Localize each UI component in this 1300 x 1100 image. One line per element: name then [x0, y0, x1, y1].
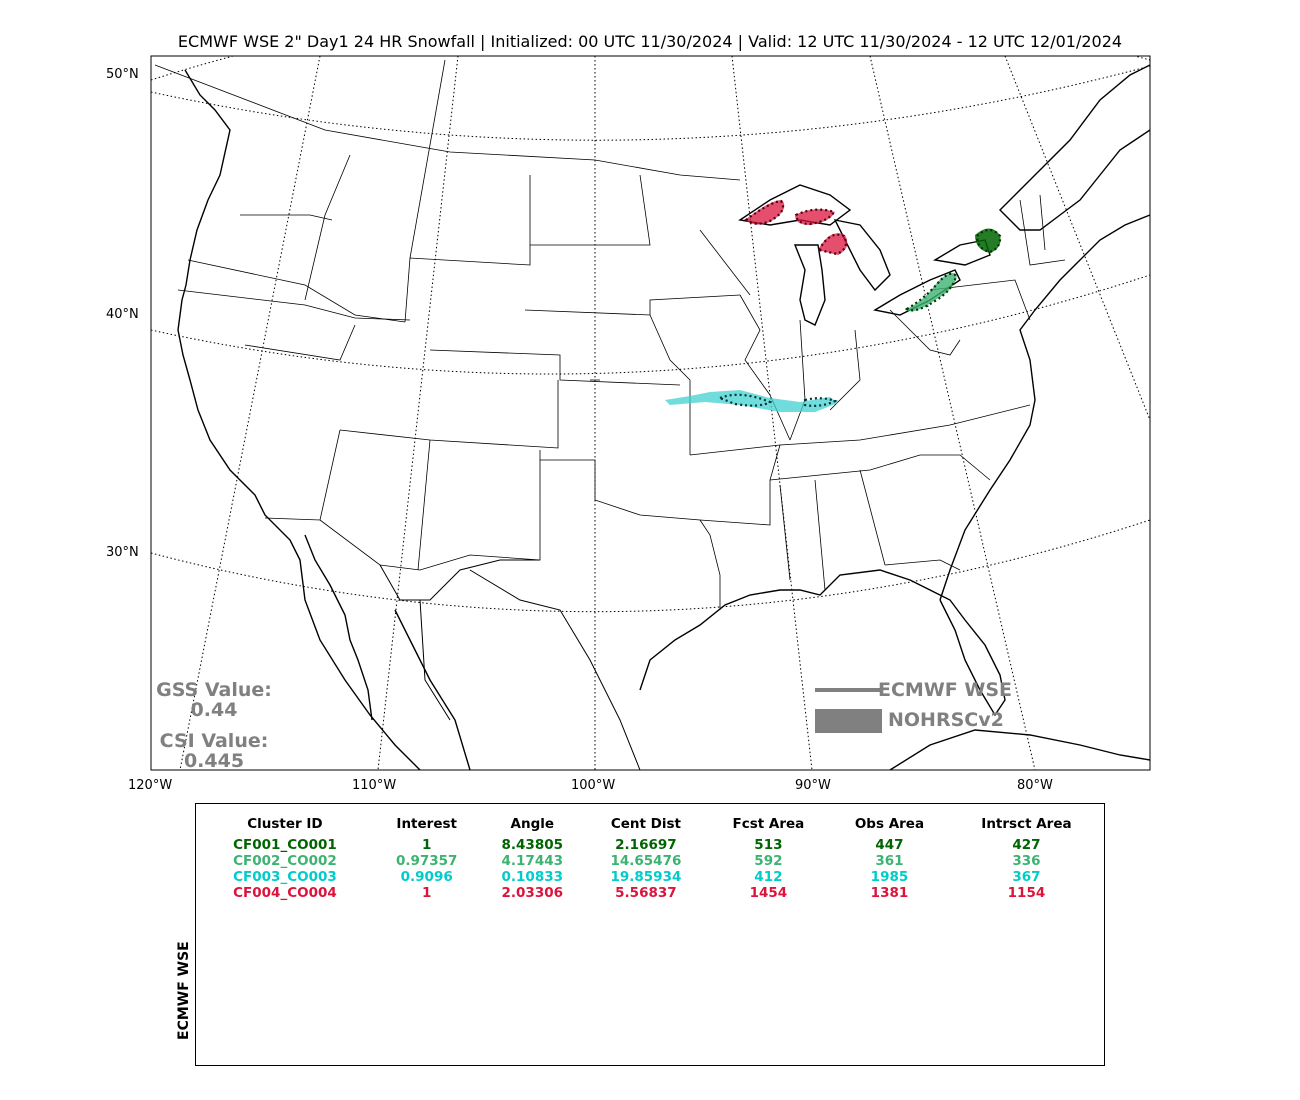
header-obs-area: Obs Area [854, 816, 925, 832]
header-intrsct-area: Intrsct Area [981, 816, 1072, 832]
cell-fcst-area: 592 [754, 853, 783, 869]
gss-value: 0.44 [190, 699, 238, 721]
cell-fcst-area: 412 [754, 869, 783, 885]
cell-intrsct-area: 427 [1012, 837, 1041, 853]
map-frame [150, 55, 1151, 771]
cell-cent-dist: 5.56837 [615, 885, 677, 901]
cell-cluster-id: CF003_CO003 [233, 869, 337, 885]
table-row: CF003_CO003 0.9096 0.10833 19.85934 412 … [196, 869, 1104, 885]
legend-forecast-label: ECMWF WSE [878, 679, 1013, 701]
cell-cluster-id: CF002_CO002 [233, 853, 337, 869]
stats-table-box: Cluster ID Interest Angle Cent Dist Fcst… [195, 803, 1105, 1066]
cell-intrsct-area: 367 [1012, 869, 1041, 885]
legend-observed-label: NOHRSCv2 [888, 709, 1004, 731]
lon-label-120: 120°W [128, 778, 173, 793]
cell-intrsct-area: 1154 [1007, 885, 1046, 901]
observed-cluster-cf004c [818, 233, 848, 255]
observed-objects [665, 200, 1001, 412]
lat-label-30: 30°N [106, 545, 139, 560]
graticule [151, 56, 1150, 770]
cell-cent-dist: 19.85934 [610, 869, 682, 885]
coastlines [177, 64, 1150, 770]
observed-cluster-cf001 [975, 228, 1001, 253]
observed-cluster-cf002 [905, 272, 957, 312]
csi-label: CSI Value: [159, 730, 269, 752]
csi-value: 0.445 [183, 750, 245, 772]
lon-label-100: 100°W [571, 778, 616, 793]
cell-interest: 1 [421, 885, 432, 901]
cell-obs-area: 1985 [870, 869, 909, 885]
forecast-outlines [717, 199, 1002, 407]
table-side-label: ECMWF WSE [176, 941, 192, 1040]
great-lakes [738, 184, 991, 326]
state-borders [154, 59, 1066, 610]
stats-header-row: Cluster ID Interest Angle Cent Dist Fcst… [196, 816, 1104, 837]
cell-cluster-id: CF004_CO004 [233, 885, 337, 901]
observed-cluster-cf003 [665, 390, 838, 412]
country-borders [379, 559, 641, 770]
header-cluster-id: Cluster ID [247, 816, 323, 832]
cell-obs-area: 447 [875, 837, 904, 853]
table-row: CF004_CO004 1 2.03306 5.56837 1454 1381 … [196, 885, 1104, 901]
cell-cent-dist: 2.16697 [615, 837, 677, 853]
header-interest: Interest [396, 816, 457, 832]
cell-angle: 0.10833 [501, 869, 564, 885]
cell-interest: 0.9096 [400, 869, 453, 885]
lat-label-40: 40°N [106, 307, 139, 322]
map-title: ECMWF WSE 2" Day1 24 HR Snowfall | Initi… [177, 32, 1123, 51]
header-angle: Angle [510, 816, 555, 832]
lat-label-50: 50°N [106, 67, 139, 82]
header-fcst-area: Fcst Area [732, 816, 805, 832]
cell-obs-area: 361 [875, 853, 904, 869]
cell-interest: 0.97357 [395, 853, 458, 869]
cell-fcst-area: 1454 [749, 885, 788, 901]
cell-cluster-id: CF001_CO001 [233, 837, 337, 853]
cell-angle: 2.03306 [501, 885, 564, 901]
legend-observed-patch [815, 709, 882, 733]
table-row: CF002_CO002 0.97357 4.17443 14.65476 592… [196, 853, 1104, 869]
table-row: CF001_CO001 1 8.43805 2.16697 513 447 42… [196, 837, 1104, 853]
cell-angle: 8.43805 [501, 837, 564, 853]
cell-fcst-area: 513 [754, 837, 783, 853]
gss-label: GSS Value: [156, 679, 272, 701]
stats-table: Cluster ID Interest Angle Cent Dist Fcst… [196, 816, 1104, 901]
snowfall-map [150, 55, 1151, 771]
cell-cent-dist: 14.65476 [610, 853, 682, 869]
observed-cluster-cf004b [795, 209, 835, 225]
cell-intrsct-area: 336 [1012, 853, 1041, 869]
lon-label-110: 110°W [352, 778, 397, 793]
lon-label-90: 90°W [795, 778, 831, 793]
cell-interest: 1 [421, 837, 432, 853]
cell-obs-area: 1381 [870, 885, 909, 901]
cell-angle: 4.17443 [501, 853, 564, 869]
header-cent-dist: Cent Dist [610, 816, 681, 832]
lon-label-80: 80°W [1017, 778, 1053, 793]
